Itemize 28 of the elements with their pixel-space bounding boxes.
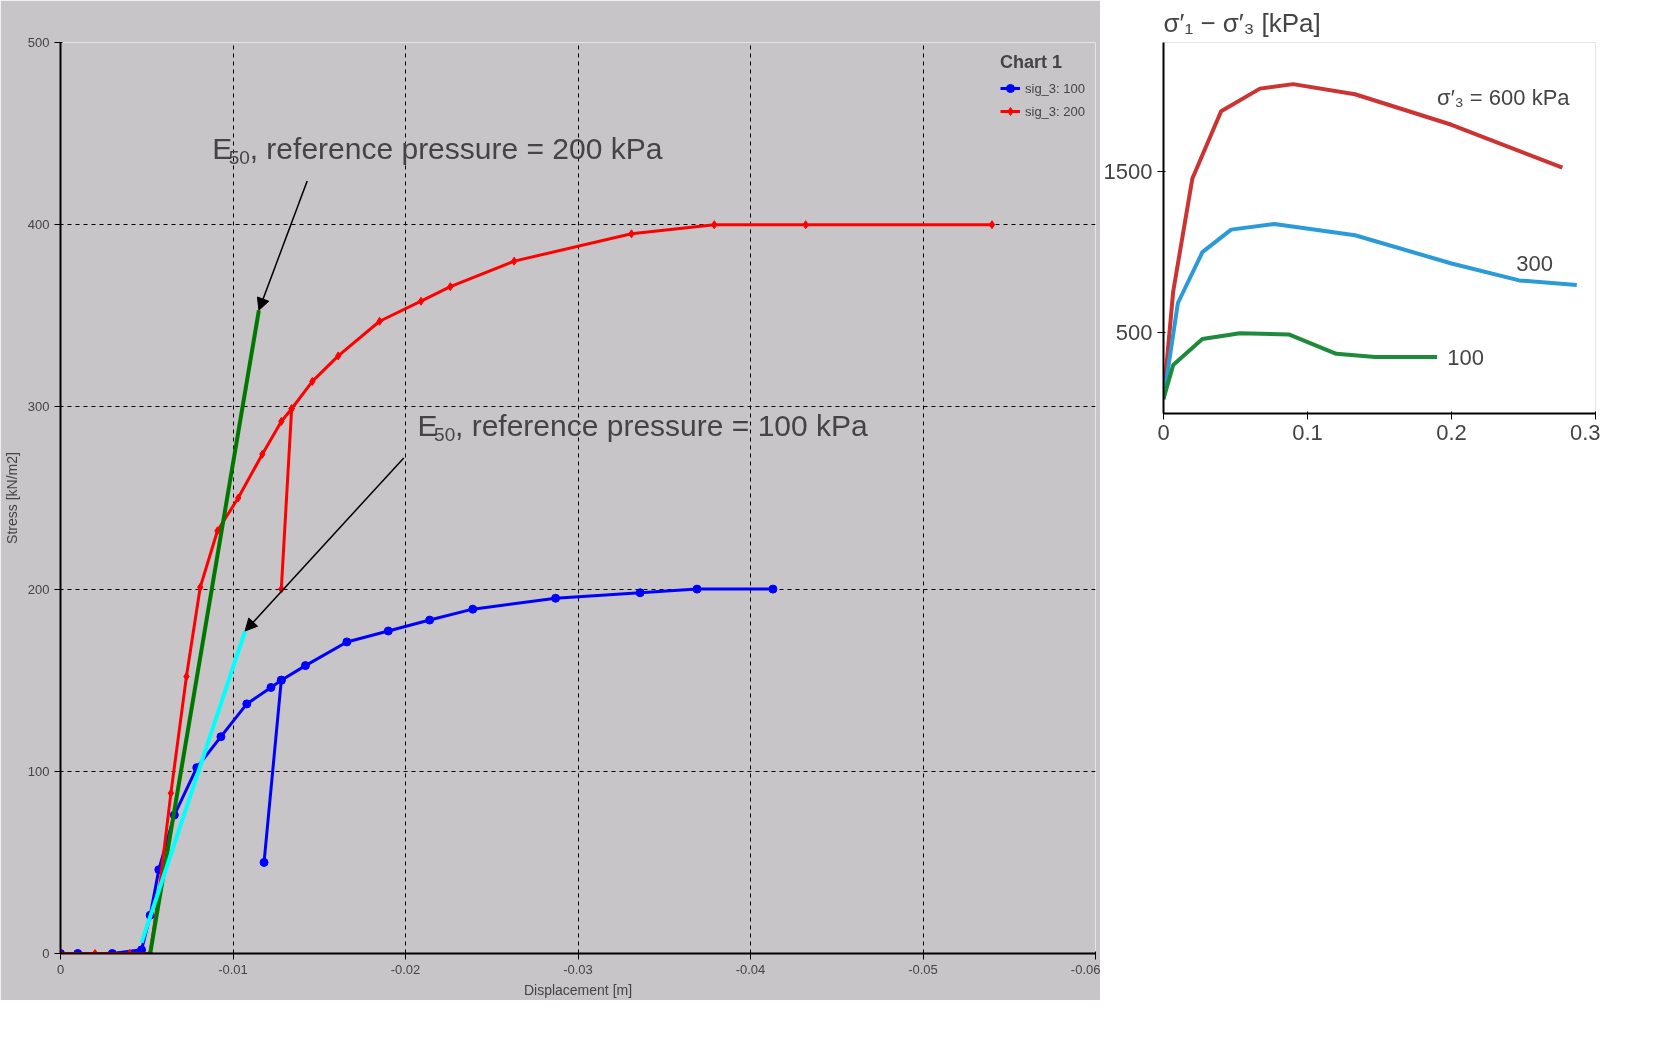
x-tick-label: -0.06 [1070,961,1101,977]
y-tick-label: 400 [27,217,50,233]
chart-title: σ′₁ − σ′₃ [kPa] [1163,7,1321,38]
x-tick-label: -0.03 [563,961,593,977]
y-tick-label: 200 [27,581,50,597]
x-tick-label: 0.2 [1436,419,1467,445]
x-tick-label: 0 [56,961,65,977]
y-tick-label: 500 [27,35,50,50]
x-tick-label: -0.05 [908,961,938,977]
y-tick-label: 300 [27,399,50,415]
y-tick-label: 1500 [1103,159,1153,185]
y-axis-title: Stress [kN/m2] [3,452,20,544]
x-tick-label: 0.1 [1292,419,1323,445]
y-tick-label: 500 [1115,320,1153,346]
legend-label: sig_3: 100 [1025,80,1085,96]
x-tick-label: 0 [1157,419,1170,445]
legend-label: sig_3: 200 [1025,103,1085,119]
x-tick-label: -0.01 [218,961,248,977]
annotation: 100 [1447,344,1484,370]
x-axis-title: Displacement [m] [523,981,633,998]
x-tick-label: 0.3 [1569,419,1601,445]
x-tick-label: -0.02 [390,961,421,977]
annotation: 300 [1516,250,1554,276]
y-tick-label: 0 [42,946,50,961]
x-tick-label: -0.04 [735,961,766,977]
y-tick-label: 100 [27,763,50,779]
annotation: σ′₃ = 600 kPa [1437,84,1571,110]
legend-title: Chart 1 [1000,52,1063,73]
